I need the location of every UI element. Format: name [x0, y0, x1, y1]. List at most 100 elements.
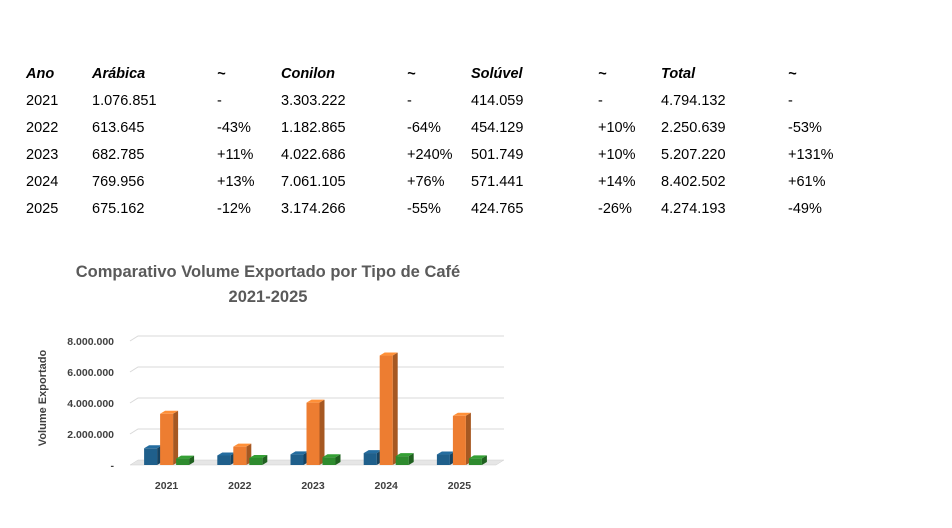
- cell-conilon: 4.022.686: [281, 146, 346, 163]
- cell-soluvel-change: +14%: [598, 173, 636, 190]
- header-soluvel-change: ~: [598, 65, 607, 82]
- bar-top: [290, 451, 309, 455]
- cell-soluvel-change: -: [598, 92, 603, 109]
- bar: [249, 457, 263, 465]
- header-soluvel: Solúvel: [471, 65, 523, 82]
- cell-conilon-change: +76%: [407, 173, 445, 190]
- cell-total: 8.402.502: [661, 173, 726, 190]
- bar-top: [395, 453, 414, 457]
- bar-top: [452, 412, 471, 416]
- bar: [144, 448, 158, 465]
- cell-arabica-change: +13%: [217, 173, 255, 190]
- bar-top: [363, 450, 382, 454]
- bar-top: [233, 443, 252, 447]
- chart-title-line-1: Comparativo Volume Exportado por Tipo de…: [76, 263, 460, 281]
- cell-arabica: 1.076.851: [92, 92, 157, 109]
- bar: [436, 454, 450, 465]
- cell-conilon-change: -64%: [407, 119, 441, 136]
- bar-side: [481, 455, 487, 465]
- bar-side: [335, 454, 341, 465]
- cell-arabica-change: -43%: [217, 119, 251, 136]
- x-tick-label: 2022: [228, 480, 252, 492]
- bar: [363, 453, 377, 465]
- y-tick-label: -: [111, 460, 115, 472]
- cell-soluvel: 501.749: [471, 146, 524, 163]
- header-arabica: Arábica: [92, 65, 146, 82]
- bar-top: [436, 451, 455, 455]
- gridline: [129, 366, 504, 373]
- y-tick-label: 8.000.000: [67, 336, 114, 348]
- cell-total-change: -53%: [788, 119, 822, 136]
- cell-soluvel: 454.129: [471, 119, 524, 136]
- cell-ano: 2025: [26, 200, 59, 217]
- bar-top: [322, 454, 341, 458]
- cell-conilon-change: -55%: [407, 200, 441, 217]
- bar-top: [144, 445, 163, 449]
- header-ano: Ano: [26, 65, 55, 82]
- y-tick-label: 4.000.000: [67, 398, 114, 410]
- cell-soluvel-change: -26%: [598, 200, 632, 217]
- cell-conilon: 3.303.222: [281, 92, 346, 109]
- bar: [452, 415, 466, 465]
- table-row: 2023 682.785 +11% 4.022.686 +240% 501.74…: [26, 141, 848, 168]
- bar: [379, 355, 393, 465]
- cell-total-change: +131%: [788, 146, 834, 163]
- bar-top: [249, 454, 268, 458]
- bar: [290, 454, 304, 465]
- cell-soluvel-change: +10%: [598, 119, 636, 136]
- cell-ano: 2021: [26, 92, 59, 109]
- x-tick-label: 2023: [301, 480, 325, 492]
- y-tick-label: 6.000.000: [67, 367, 114, 379]
- cell-arabica-change: +11%: [217, 146, 254, 163]
- cell-total-change: -: [788, 92, 793, 109]
- cell-ano: 2023: [26, 146, 59, 163]
- header-conilon-change: ~: [407, 65, 416, 82]
- bar-side: [408, 453, 414, 465]
- y-tick-label: 2.000.000: [67, 429, 114, 441]
- cell-total: 2.250.639: [661, 119, 726, 136]
- cell-ano: 2024: [26, 173, 59, 190]
- cell-conilon: 7.061.105: [281, 173, 346, 190]
- cell-total: 4.274.193: [661, 200, 726, 217]
- cell-arabica: 675.162: [92, 200, 145, 217]
- chart-title-line-2: 2021-2025: [229, 288, 308, 306]
- table-row: 2024 769.956 +13% 7.061.105 +76% 571.441…: [26, 168, 848, 195]
- x-tick-label: 2024: [375, 480, 399, 492]
- header-arabica-change: ~: [217, 65, 226, 82]
- header-total-change: ~: [788, 65, 797, 82]
- x-tick-label: 2025: [448, 480, 472, 492]
- gridline: [129, 335, 504, 342]
- plot-area: - 2.000.000 4.000.000 6.000.000 8.000.000 202…: [67, 335, 505, 492]
- table-row: 2022 613.645 -43% 1.182.865 -64% 454.129…: [26, 114, 848, 141]
- cell-total: 5.207.220: [661, 146, 726, 163]
- bar-side: [262, 454, 268, 465]
- cell-soluvel-change: +10%: [598, 146, 636, 163]
- cell-total-change: +61%: [788, 173, 826, 190]
- bar-top: [217, 452, 236, 456]
- bar-top: [160, 410, 179, 414]
- cell-soluvel: 424.765: [471, 200, 524, 217]
- cell-arabica-change: -: [217, 92, 222, 109]
- bar-side: [189, 455, 195, 465]
- bar: [395, 456, 409, 465]
- table-row: 2025 675.162 -12% 3.174.266 -55% 424.765…: [26, 195, 848, 222]
- y-axis-label: Volume Exportado: [37, 350, 49, 447]
- export-table: Ano Arábica ~ Conilon ~ Solúvel ~ Total …: [26, 60, 848, 222]
- header-conilon: Conilon: [281, 65, 335, 82]
- bar-side: [173, 410, 179, 465]
- bar: [322, 457, 336, 465]
- cell-ano: 2022: [26, 119, 59, 136]
- cell-arabica: 613.645: [92, 119, 145, 136]
- cell-total: 4.794.132: [661, 92, 726, 109]
- bar: [217, 455, 231, 465]
- export-volume-chart: Comparativo Volume Exportado por Tipo de…: [37, 263, 505, 492]
- cell-soluvel: 571.441: [471, 173, 524, 190]
- table-row: 2021 1.076.851 - 3.303.222 - 414.059 - 4…: [26, 87, 848, 114]
- cell-total-change: -49%: [788, 200, 822, 217]
- bar-side: [392, 352, 398, 465]
- bar: [176, 458, 190, 465]
- bar-top: [176, 455, 195, 459]
- bar: [160, 413, 174, 465]
- bar: [468, 458, 482, 465]
- bar-top: [379, 352, 398, 356]
